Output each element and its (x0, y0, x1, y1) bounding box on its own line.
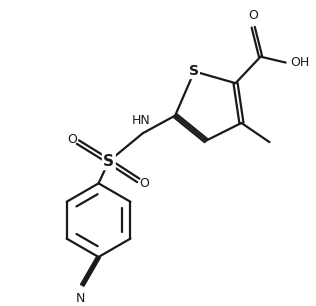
Text: O: O (67, 133, 77, 146)
Text: OH: OH (290, 56, 309, 69)
Text: N: N (76, 292, 86, 304)
Text: O: O (139, 177, 149, 190)
Text: O: O (248, 9, 258, 22)
Text: S: S (189, 64, 199, 78)
Text: S: S (103, 154, 114, 169)
Text: HN: HN (132, 114, 151, 127)
